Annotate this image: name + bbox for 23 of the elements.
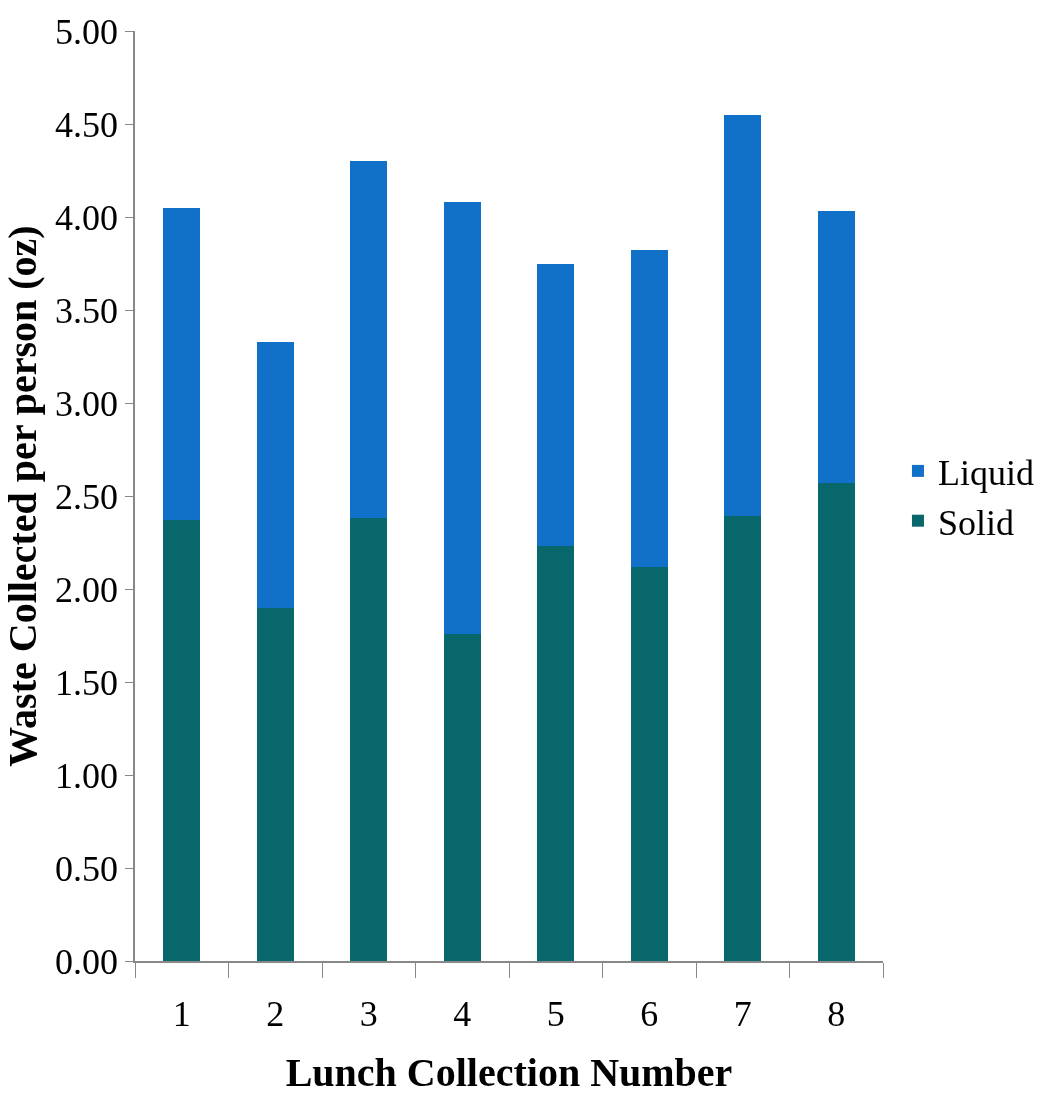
y-tick-label: 1.50 <box>55 662 119 703</box>
y-tick-label: 0.00 <box>55 941 119 982</box>
x-tick-label: 1 <box>172 993 191 1034</box>
x-tick-label: 8 <box>827 993 846 1034</box>
x-tick-label: 7 <box>733 993 752 1034</box>
y-axis-title: Waste Collected per person (oz) <box>0 225 45 767</box>
x-axis-title: Lunch Collection Number <box>285 1049 733 1095</box>
y-tick-label: 3.50 <box>55 290 119 331</box>
y-tick-label: 3.00 <box>55 383 119 424</box>
y-tick-label: 4.50 <box>55 104 119 145</box>
x-tick-label: 6 <box>640 993 659 1034</box>
x-tick-label: 2 <box>266 993 285 1034</box>
y-tick-label: 2.00 <box>55 569 119 610</box>
x-tick-label: 5 <box>546 993 565 1034</box>
x-tick-label: 4 <box>453 993 472 1034</box>
y-tick-label: 0.50 <box>55 848 119 889</box>
y-tick-label: 1.00 <box>55 755 119 796</box>
y-tick-label: 5.00 <box>55 11 119 52</box>
y-tick-label: 2.50 <box>55 476 119 517</box>
y-tick-label: 4.00 <box>55 197 119 238</box>
legend-label: Solid <box>937 502 1014 543</box>
x-tick-label: 3 <box>359 993 378 1034</box>
legend-label: Liquid <box>937 452 1034 493</box>
